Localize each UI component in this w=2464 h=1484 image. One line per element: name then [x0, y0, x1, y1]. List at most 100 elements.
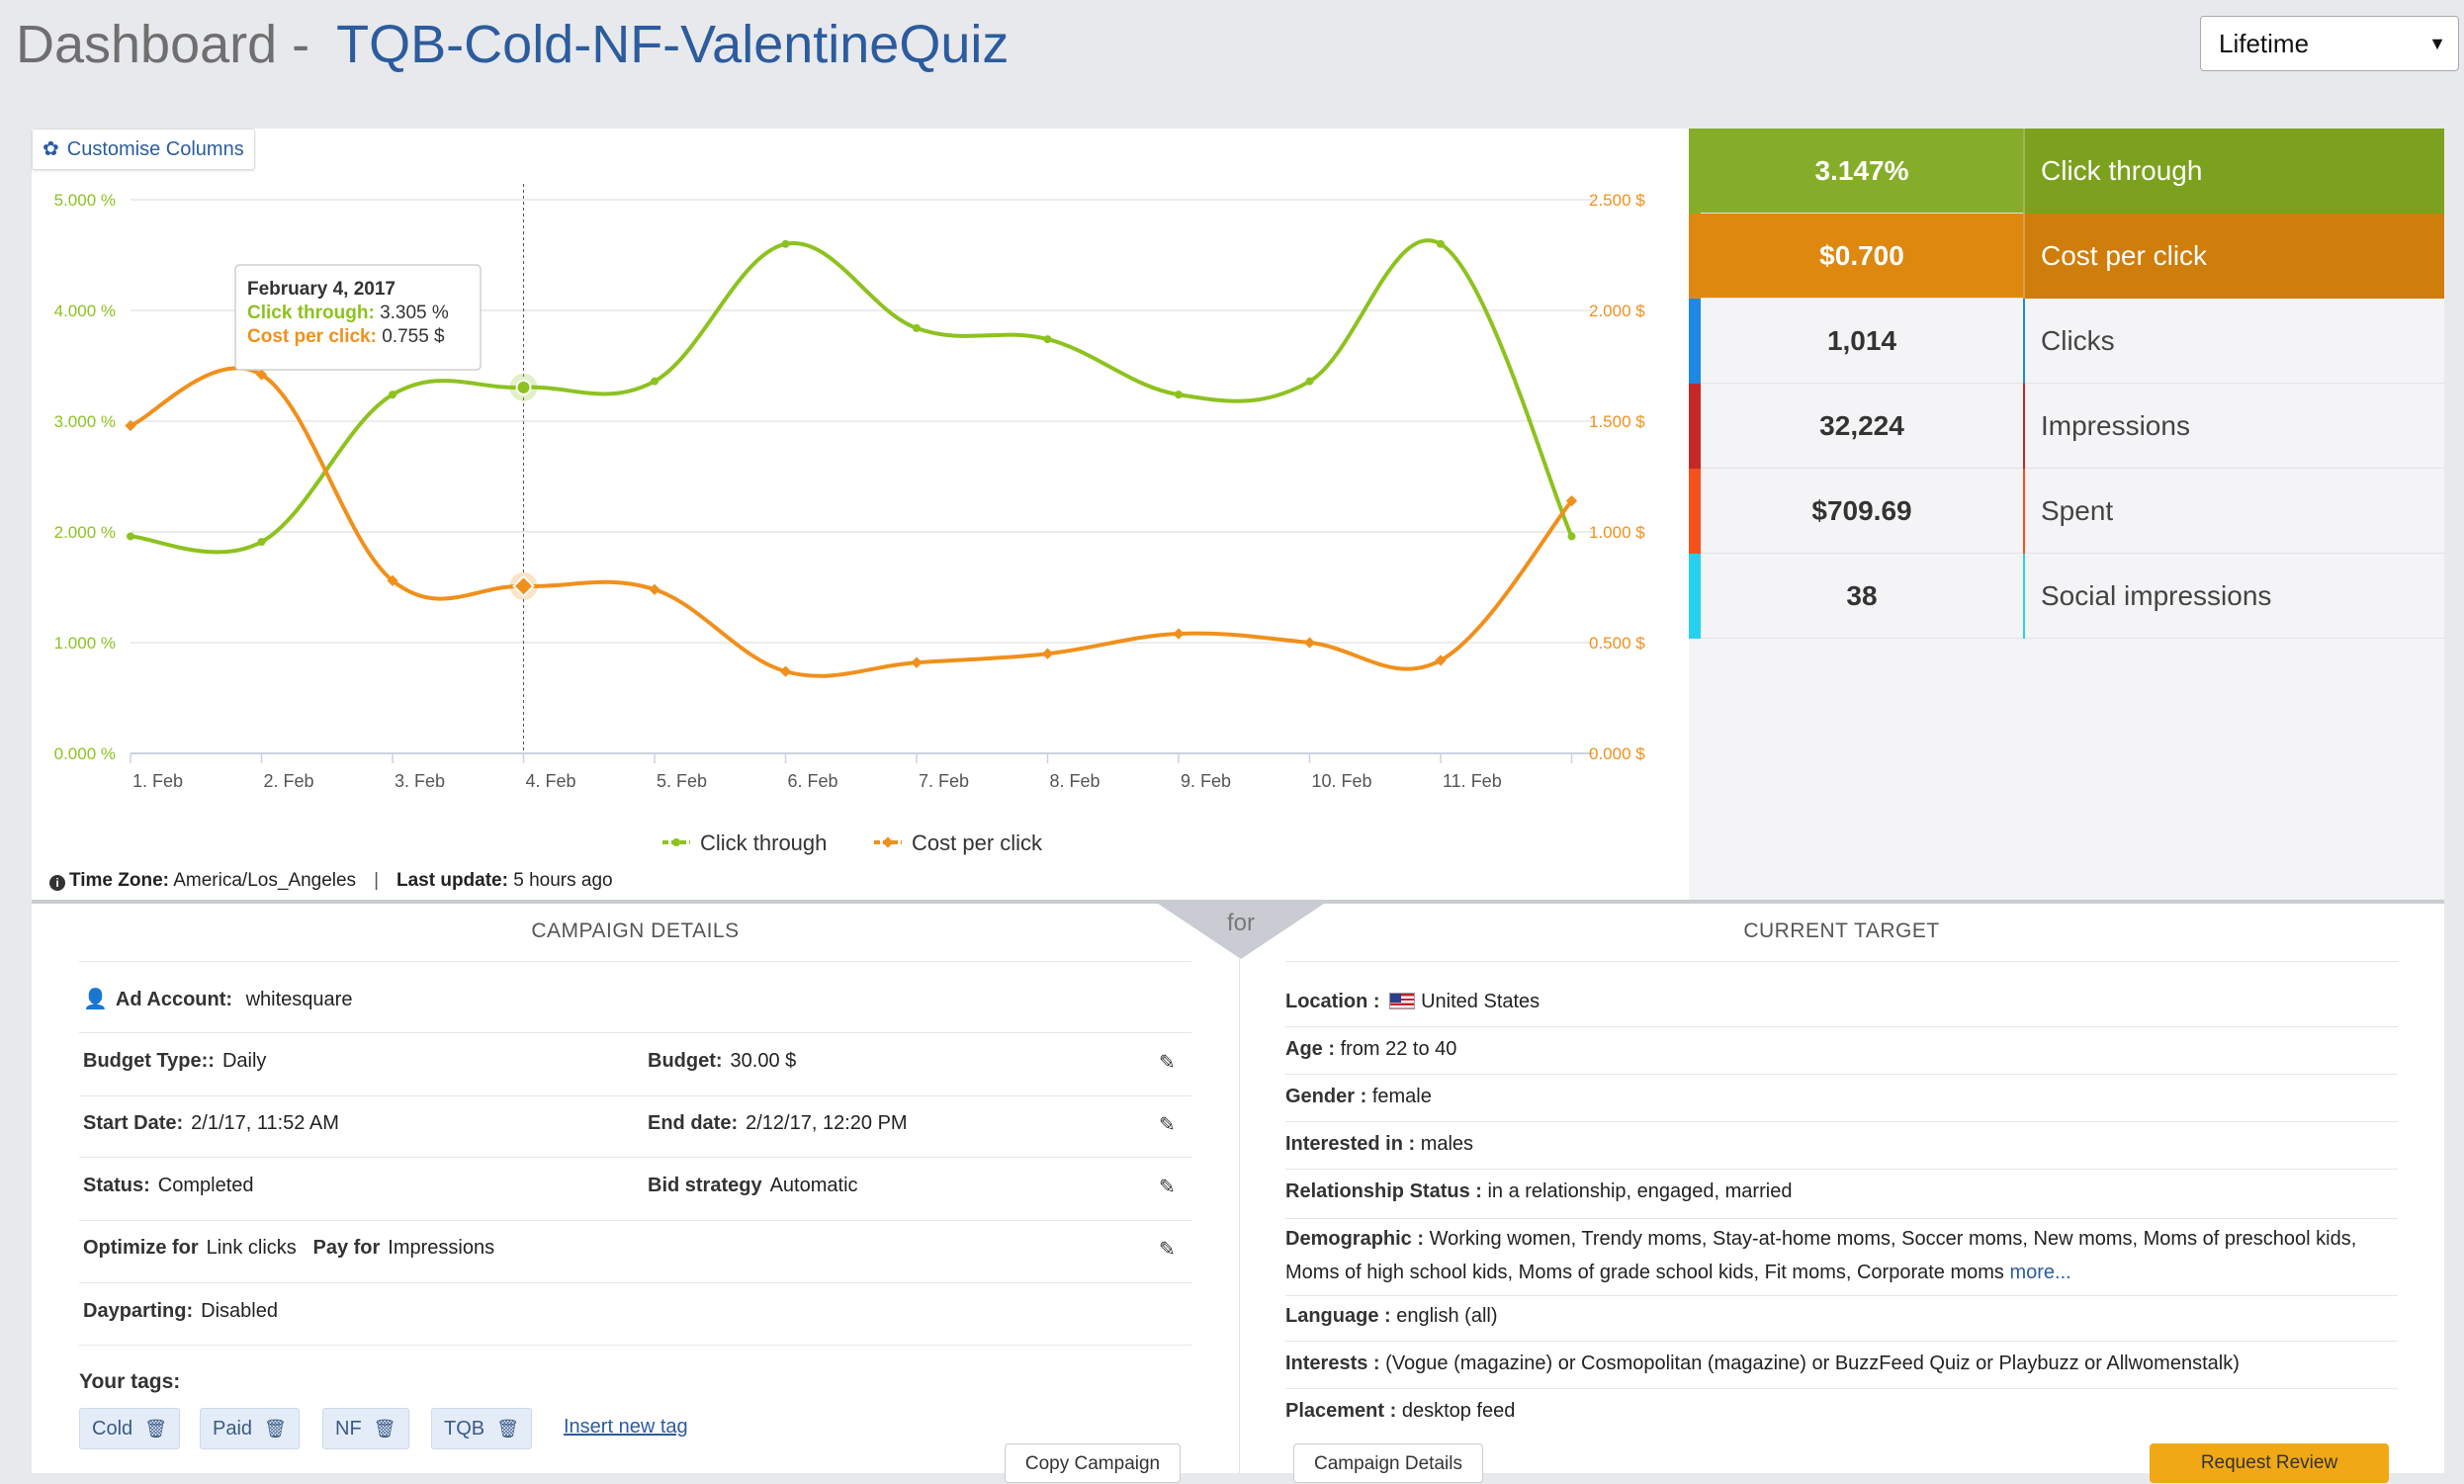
end-date-label: End date:	[648, 1112, 739, 1134]
tag-chip[interactable]: TQB 🗑	[431, 1408, 532, 1449]
ad-account-value: whitesquare	[245, 989, 353, 1010]
us-flag-icon	[1389, 993, 1416, 1009]
optimize-label: Optimize for	[83, 1237, 199, 1259]
customise-columns-label: Customise Columns	[66, 138, 244, 160]
metric-row[interactable]: $0.700 Cost per click	[1689, 214, 2444, 299]
chart-legend[interactable]: Click through Cost per click	[662, 830, 1043, 855]
placement-value: desktop feed	[1401, 1400, 1516, 1422]
for-label: for	[1226, 910, 1255, 936]
tag-chip[interactable]: Paid 🗑	[200, 1408, 300, 1449]
edit-optimization-pencil-icon[interactable]: ✎	[1159, 1239, 1176, 1261]
y-left-tick-label: 4.000 %	[54, 302, 116, 320]
tooltip-ctr-value: 3.305 %	[380, 303, 449, 323]
edit-bid-pencil-icon[interactable]: ✎	[1159, 1177, 1176, 1198]
interests-label: Interests :	[1285, 1353, 1380, 1374]
x-tick-label: 11. Feb	[1443, 771, 1502, 791]
point-click-through[interactable]	[1437, 239, 1445, 248]
trash-icon[interactable]: 🗑	[264, 1419, 287, 1439]
point-click-through[interactable]	[389, 391, 396, 399]
campaign-details-button[interactable]: Campaign Details	[1293, 1443, 1483, 1483]
interests-value: (Vogue (magazine) or Cosmopolitan (magaz…	[1385, 1353, 2240, 1374]
point-cost-per-click[interactable]	[911, 656, 923, 668]
ad-account-label: Ad Account:	[115, 989, 233, 1010]
placement-field: Placement : desktop feed	[1285, 1394, 2403, 1428]
trash-icon[interactable]: 🗑	[496, 1419, 519, 1439]
metric-row[interactable]: 1,014 Clicks	[1689, 299, 2444, 384]
trash-icon[interactable]: 🗑	[373, 1419, 396, 1439]
metric-row[interactable]: $709.69 Spent	[1689, 469, 2444, 554]
tag-label: NF	[335, 1418, 362, 1440]
metric-label: Impressions	[2041, 410, 2190, 441]
chart-axes: 0.000 % 1.000 % 2.000 % 3.000 % 4.000 % 5.000…	[54, 191, 1646, 791]
pay-for-label: Pay for	[312, 1237, 381, 1259]
point-click-through[interactable]	[1043, 335, 1052, 344]
info-icon: i	[49, 875, 65, 891]
performance-chart[interactable]: 0.000 % 1.000 % 2.000 % 3.000 % 4.000 % 5.000…	[32, 178, 1689, 870]
page-title: Dashboard - TQB-Cold-NF-ValentineQuiz	[16, 10, 1009, 79]
relationship-value: in a relationship, engaged, married	[1487, 1180, 1793, 1202]
point-cost-per-click[interactable]	[255, 369, 268, 381]
demographic-more-link[interactable]: more...	[2009, 1262, 2071, 1283]
metric-divider	[2023, 469, 2025, 554]
interested-in-field: Interested in : males	[1285, 1127, 2403, 1161]
point-click-through[interactable]	[913, 323, 921, 332]
y-left-tick-label: 2.000 %	[54, 523, 116, 542]
edit-budget-pencil-icon[interactable]: ✎	[1159, 1052, 1176, 1074]
insert-new-tag-link[interactable]: Insert new tag	[564, 1416, 688, 1438]
point-cost-per-click[interactable]	[512, 574, 535, 598]
point-cost-per-click[interactable]	[779, 665, 792, 677]
point-click-through[interactable]	[257, 538, 266, 547]
point-click-through[interactable]	[1567, 532, 1576, 541]
date-range-select[interactable]: Lifetime ▼	[2200, 16, 2459, 71]
metric-label: Spent	[2041, 495, 2114, 526]
start-date-label: Start Date:	[83, 1112, 184, 1134]
divider	[1285, 961, 2398, 962]
metric-divider	[2023, 129, 2025, 214]
metric-value: 1,014	[1826, 325, 1897, 356]
point-cost-per-click[interactable]	[1435, 655, 1447, 666]
point-click-through[interactable]	[651, 377, 659, 386]
legend-marker-cost-per-click	[882, 836, 894, 848]
legend-item-click-through[interactable]: Click through	[662, 830, 827, 855]
optimize-value: Link clicks	[206, 1237, 297, 1259]
trash-icon[interactable]: 🗑	[144, 1419, 167, 1439]
chevron-down-icon: ▼	[2428, 34, 2446, 53]
point-cost-per-click[interactable]	[1173, 628, 1185, 640]
divider	[79, 1157, 1191, 1158]
y-left-tick-label: 0.000 %	[54, 744, 116, 763]
metric-row[interactable]: 32,224 Impressions	[1689, 384, 2444, 469]
metric-label: Cost per click	[2023, 214, 2444, 299]
last-update-value: 5 hours ago	[513, 870, 613, 891]
age-label: Age :	[1285, 1038, 1335, 1060]
metric-value: 38	[1846, 580, 1878, 611]
metric-row[interactable]: 3.147% Click through	[1689, 129, 2444, 214]
demographic-label: Demographic :	[1285, 1228, 1425, 1250]
legend-item-cost-per-click[interactable]: Cost per click	[874, 830, 1043, 855]
point-click-through[interactable]	[1305, 377, 1314, 386]
point-cost-per-click[interactable]	[1041, 648, 1054, 659]
info-separator: |	[374, 870, 379, 891]
point-cost-per-click[interactable]	[1565, 494, 1578, 507]
point-cost-per-click[interactable]	[649, 583, 660, 595]
customise-columns-button[interactable]: ✿ Customise Columns	[32, 129, 255, 170]
interested-in-label: Interested in :	[1285, 1133, 1416, 1155]
copy-campaign-button[interactable]: Copy Campaign	[1005, 1443, 1181, 1483]
tag-chip[interactable]: Cold 🗑	[79, 1408, 180, 1449]
page-title-prefix: Dashboard -	[16, 15, 325, 74]
point-cost-per-click[interactable]	[125, 419, 136, 432]
metric-divider	[2023, 554, 2025, 639]
point-click-through[interactable]	[1175, 391, 1183, 399]
series-line-click-through	[130, 238, 1574, 555]
y-left-tick-label: 3.000 %	[54, 412, 116, 431]
edit-dates-pencil-icon[interactable]: ✎	[1159, 1114, 1176, 1136]
point-click-through[interactable]	[781, 239, 790, 248]
request-review-button[interactable]: Request Review	[2150, 1443, 2389, 1483]
point-click-through[interactable]	[127, 532, 134, 541]
status-field: Status: Completed	[83, 1175, 254, 1197]
point-cost-per-click[interactable]	[387, 574, 398, 586]
metric-row[interactable]: 38 Social impressions	[1689, 554, 2444, 639]
tag-chip[interactable]: NF 🗑	[322, 1408, 409, 1449]
point-click-through[interactable]	[515, 379, 532, 395]
point-cost-per-click[interactable]	[1303, 637, 1316, 649]
x-tick-label: 5. Feb	[657, 771, 707, 791]
